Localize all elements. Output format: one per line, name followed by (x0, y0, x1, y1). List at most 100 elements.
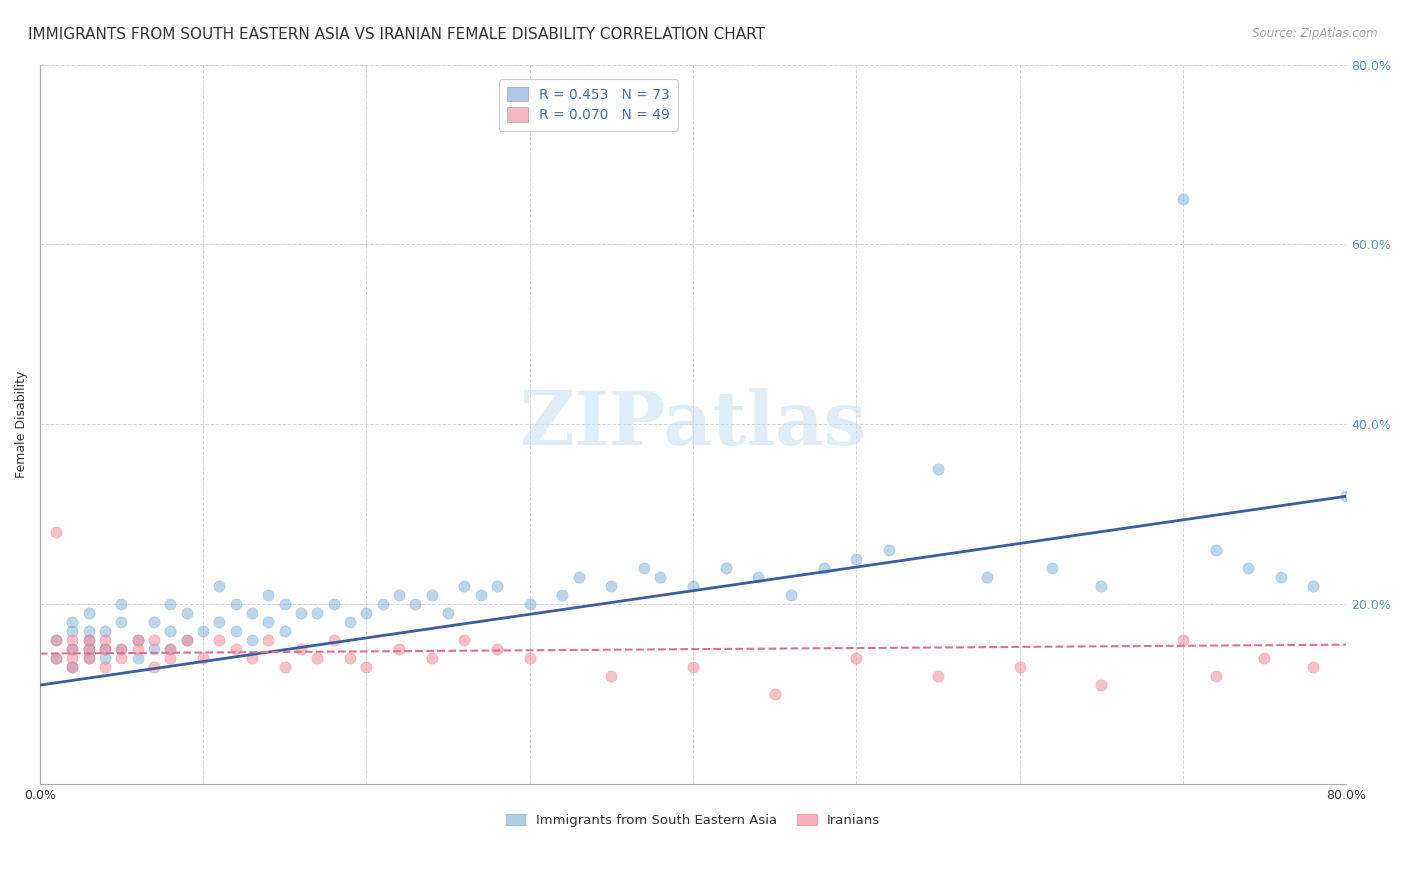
Point (62, 660, 84, 674)
Point (1334, 489, 1357, 503)
Point (62, 642, 84, 657)
Text: IMMIGRANTS FROM SOUTH EASTERN ASIA VS IRANIAN FEMALE DISABILITY CORRELATION CHAR: IMMIGRANTS FROM SOUTH EASTERN ASIA VS IR… (28, 27, 765, 42)
Point (388, 588, 411, 602)
Point (1270, 570, 1292, 584)
Point (1302, 660, 1324, 674)
Point (110, 642, 132, 657)
Point (927, 669, 949, 683)
Point (45, 525, 67, 540)
Point (813, 561, 835, 575)
Point (62, 615, 84, 630)
Point (127, 651, 149, 665)
Point (568, 570, 591, 584)
Point (322, 597, 344, 611)
Point (77, 633, 100, 648)
Point (551, 588, 574, 602)
Point (1205, 669, 1227, 683)
Point (877, 543, 900, 558)
Point (1237, 561, 1260, 575)
Point (845, 651, 868, 665)
Legend: Immigrants from South Eastern Asia, Iranians: Immigrants from South Eastern Asia, Iran… (498, 805, 889, 835)
Point (208, 579, 231, 593)
Text: ZIPatlas: ZIPatlas (519, 388, 866, 461)
Point (322, 633, 344, 648)
Point (453, 633, 475, 648)
Point (486, 579, 509, 593)
Point (1040, 561, 1063, 575)
Point (191, 624, 214, 639)
Point (339, 651, 361, 665)
Point (225, 642, 247, 657)
Point (62, 642, 84, 657)
Point (763, 687, 786, 701)
Point (240, 606, 263, 620)
Point (191, 651, 214, 665)
Point (240, 633, 263, 648)
Point (682, 660, 704, 674)
Point (94, 633, 117, 648)
Point (62, 624, 84, 639)
Point (470, 588, 492, 602)
Point (143, 615, 166, 630)
Point (62, 651, 84, 665)
Point (110, 597, 132, 611)
Point (600, 579, 623, 593)
Point (274, 660, 297, 674)
Point (1302, 579, 1324, 593)
Point (225, 624, 247, 639)
Point (420, 651, 443, 665)
Point (650, 570, 672, 584)
Point (1090, 579, 1112, 593)
Point (371, 597, 394, 611)
Point (356, 606, 378, 620)
Point (176, 633, 198, 648)
Point (714, 561, 737, 575)
Point (45, 633, 67, 648)
Point (45, 633, 67, 648)
Point (240, 651, 263, 665)
Point (420, 588, 443, 602)
Point (437, 606, 460, 620)
Point (127, 642, 149, 657)
Point (976, 570, 998, 584)
Point (62, 633, 84, 648)
Point (845, 552, 868, 566)
Point (290, 642, 312, 657)
Point (1008, 660, 1031, 674)
Point (62, 660, 84, 674)
Point (110, 615, 132, 630)
Point (1253, 651, 1275, 665)
Point (159, 642, 181, 657)
Point (290, 606, 312, 620)
Point (225, 597, 247, 611)
Point (94, 651, 117, 665)
Point (94, 624, 117, 639)
Point (77, 624, 100, 639)
Point (176, 633, 198, 648)
Point (307, 606, 329, 620)
Point (307, 651, 329, 665)
Point (780, 588, 803, 602)
Point (77, 651, 100, 665)
Point (1090, 678, 1112, 692)
Point (208, 633, 231, 648)
Point (159, 624, 181, 639)
Point (1171, 193, 1194, 207)
Y-axis label: Female Disability: Female Disability (15, 371, 28, 478)
Point (94, 642, 117, 657)
Point (486, 642, 509, 657)
Point (94, 642, 117, 657)
Point (143, 642, 166, 657)
Point (77, 606, 100, 620)
Point (208, 615, 231, 630)
Point (77, 642, 100, 657)
Point (77, 633, 100, 648)
Point (600, 669, 623, 683)
Point (143, 660, 166, 674)
Point (682, 579, 704, 593)
Point (110, 642, 132, 657)
Point (519, 597, 541, 611)
Point (257, 615, 280, 630)
Point (633, 561, 655, 575)
Point (339, 615, 361, 630)
